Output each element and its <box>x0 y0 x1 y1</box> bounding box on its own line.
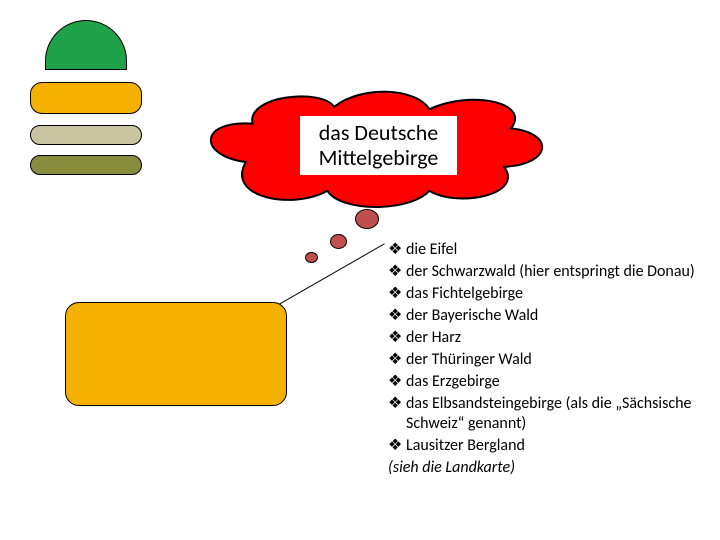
mountain-list-items: die Eifelder Schwarzwald (hier entspring… <box>388 240 698 456</box>
legend-bar-orange <box>30 82 142 114</box>
cloud-title-line2: Mittelgebirge <box>319 144 439 171</box>
thought-bubble <box>330 234 347 249</box>
list-note: (sieh die Landkarte) <box>388 458 698 478</box>
legend-half-circle <box>45 20 127 70</box>
legend-bar-taupe <box>30 125 142 145</box>
list-item: das Fichtelgebirge <box>388 284 698 304</box>
list-item: die Eifel <box>388 240 698 260</box>
list-item: der Bayerische Wald <box>388 306 698 326</box>
cloud-title: das Deutsche Mittelgebirge <box>300 116 457 175</box>
mountain-list: die Eifelder Schwarzwald (hier entspring… <box>388 240 698 478</box>
legend-bar-olive <box>30 155 142 175</box>
list-item: der Schwarzwald (hier entspringt die Don… <box>388 262 698 282</box>
cloud-title-line1: das Deutsche <box>319 119 439 146</box>
content-box <box>65 302 287 406</box>
list-item: der Harz <box>388 328 698 348</box>
thought-bubble <box>355 209 379 229</box>
slide-canvas: das Deutsche Mittelgebirge die Eifelder … <box>0 0 720 540</box>
list-item: das Erzgebirge <box>388 372 698 392</box>
thought-bubble <box>305 252 318 263</box>
list-item: Lausitzer Bergland <box>388 436 698 456</box>
list-item: der Thüringer Wald <box>388 350 698 370</box>
list-item: das Elbsandsteingebirge (als die „Sächsi… <box>388 394 698 434</box>
